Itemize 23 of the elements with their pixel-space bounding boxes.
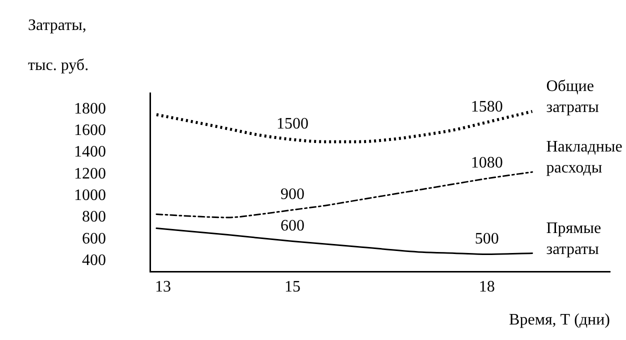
line-series (156, 171, 534, 218)
annotation: 900 (280, 186, 305, 204)
text: Затраты, тыс. руб. (28, 17, 89, 74)
annotation: 1080 (470, 154, 503, 172)
x-tick-label: 15 (284, 278, 301, 296)
y-tick-label: 1400 (74, 144, 106, 161)
annotation: 1500 (276, 116, 309, 133)
y-tick-label: 1800 (74, 100, 106, 118)
y-tick-label: 1600 (74, 122, 106, 140)
y-tick-label: 800 (82, 208, 106, 226)
y-tick-label: 1200 (74, 165, 106, 182)
series-label: Общие затраты (546, 78, 600, 116)
annotation: 500 (474, 230, 499, 248)
x-axis-title: Время, Т (дни) (509, 312, 610, 329)
x-tick-label: 13 (154, 278, 171, 296)
y-tick-label: 400 (82, 252, 106, 269)
annotation: 600 (280, 217, 305, 234)
y-tick-label: 1000 (74, 187, 106, 204)
series-label: Накладные расходы (546, 138, 622, 177)
series-label: Прямые затраты (546, 220, 602, 258)
x-tick-label: 18 (478, 278, 495, 296)
y-tick-label: 600 (82, 230, 106, 248)
annotation: 1580 (470, 98, 503, 116)
